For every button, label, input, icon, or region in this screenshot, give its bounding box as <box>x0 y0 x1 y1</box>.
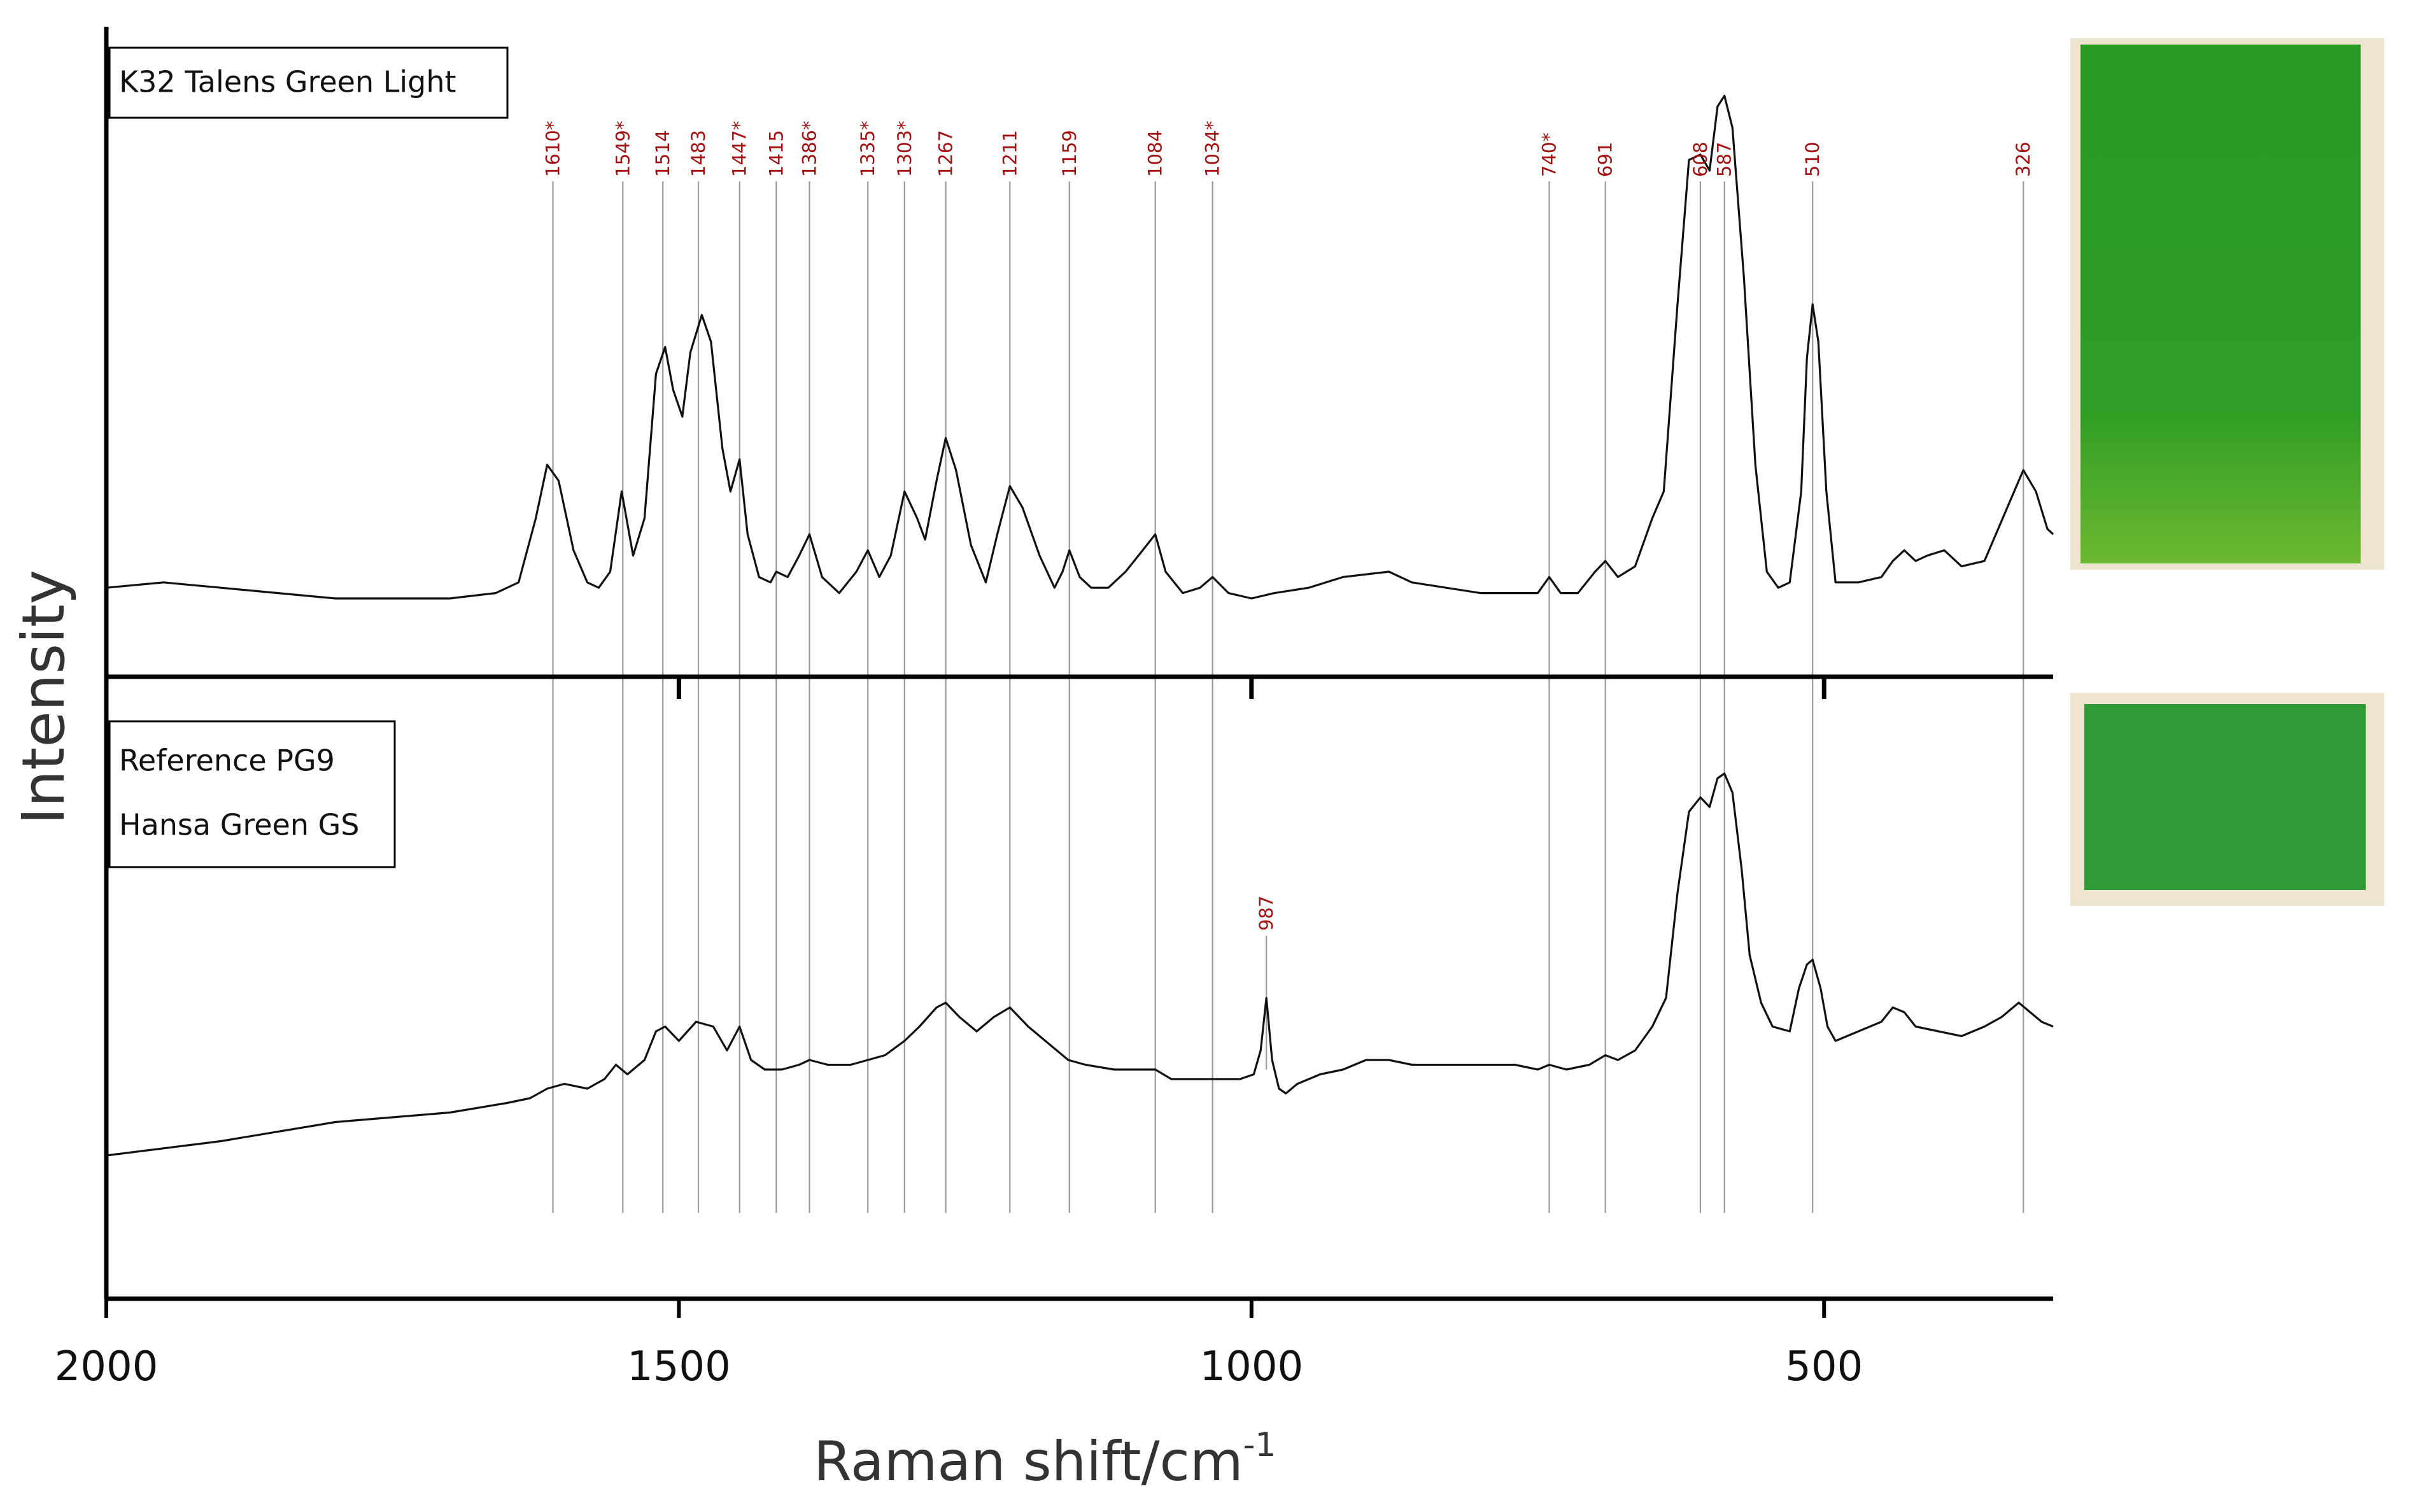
y-axis-title: Intensity <box>10 570 78 824</box>
peak-label-1386: 1386* <box>798 121 820 177</box>
x-axis-title: Raman shift/cm-1 <box>814 1426 1276 1494</box>
peak-label-740: 740* <box>1539 132 1560 177</box>
peak-label-1267: 1267 <box>935 130 957 177</box>
sample-swatch-top <box>2070 38 2384 570</box>
peak-label-691: 691 <box>1595 142 1616 177</box>
svg-text:K32 Talens Green Light: K32 Talens Green Light <box>119 65 456 99</box>
peak-label-608: 608 <box>1690 142 1711 177</box>
peak-reference-lines <box>552 181 2024 1213</box>
svg-text:Reference PG9: Reference PG9 <box>119 744 335 778</box>
peak-label-1034: 1034* <box>1202 121 1224 177</box>
peak-label-1514: 1514 <box>652 130 674 177</box>
peak-label-1084: 1084 <box>1145 130 1166 177</box>
svg-text:Hansa Green GS: Hansa Green GS <box>119 808 359 842</box>
peak-label-1211: 1211 <box>999 130 1021 177</box>
peak-label-510: 510 <box>1802 142 1823 177</box>
peak-label-1415: 1415 <box>765 130 787 177</box>
peak-label-1610: 1610* <box>542 121 564 177</box>
peak-label-587: 587 <box>1714 142 1735 177</box>
sample-swatch-bottom <box>2070 693 2384 906</box>
x-tick-label-1000: 1000 <box>1199 1343 1303 1390</box>
legend-bottom: Reference PG9 Hansa Green GS <box>108 720 396 868</box>
legend-top: K32 Talens Green Light <box>108 46 509 119</box>
peak-label-1549: 1549* <box>612 121 633 177</box>
peak-label-1335: 1335* <box>857 121 879 177</box>
peak-labels: 1610* 1549* 1514 1483 1447* 1415 1386* 1335* 130… <box>542 121 2035 931</box>
x-tick-label-500: 500 <box>1785 1343 1863 1390</box>
spectrum-line-k32 <box>106 94 2054 600</box>
peak-label-987: 987 <box>1255 896 1277 931</box>
spectrum-line-reference <box>106 772 2054 1157</box>
peak-label-1447: 1447* <box>729 121 751 177</box>
peak-label-1159: 1159 <box>1059 130 1080 177</box>
peak-label-1303: 1303* <box>894 121 915 177</box>
x-axis-ticks: 2000 1500 1000 500 <box>55 1299 1863 1390</box>
x-tick-label-2000: 2000 <box>55 1343 159 1390</box>
x-tick-label-1500: 1500 <box>627 1343 731 1390</box>
peak-label-326: 326 <box>2012 142 2034 177</box>
peak-label-1483: 1483 <box>688 130 709 177</box>
divider-ticks <box>676 677 1826 699</box>
